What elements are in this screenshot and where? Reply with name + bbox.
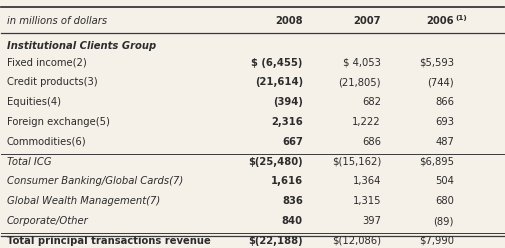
Text: 2,316: 2,316 (271, 117, 303, 127)
Text: 667: 667 (282, 137, 303, 147)
Text: $(22,188): $(22,188) (248, 236, 303, 246)
Text: (394): (394) (273, 97, 303, 107)
Text: $5,593: $5,593 (419, 58, 454, 67)
Text: $ 4,053: $ 4,053 (343, 58, 381, 67)
Text: 487: 487 (435, 137, 454, 147)
Text: Equities(4): Equities(4) (7, 97, 61, 107)
Text: Institutional Clients Group: Institutional Clients Group (7, 41, 156, 51)
Text: Fixed income(2): Fixed income(2) (7, 58, 86, 67)
Text: 836: 836 (282, 196, 303, 206)
Text: 840: 840 (282, 216, 303, 226)
Text: $(25,480): $(25,480) (248, 157, 303, 167)
Text: $(12,086): $(12,086) (332, 236, 381, 246)
Text: in millions of dollars: in millions of dollars (7, 16, 107, 26)
Text: $ (6,455): $ (6,455) (251, 58, 303, 67)
Text: 1,315: 1,315 (352, 196, 381, 206)
Text: $6,895: $6,895 (419, 157, 454, 167)
Text: Credit products(3): Credit products(3) (7, 77, 97, 87)
Text: (21,805): (21,805) (338, 77, 381, 87)
Text: 2008: 2008 (275, 16, 303, 26)
Text: 866: 866 (435, 97, 454, 107)
Text: (21,614): (21,614) (255, 77, 303, 87)
Text: 680: 680 (435, 196, 454, 206)
Text: 2007: 2007 (354, 16, 381, 26)
Text: 397: 397 (362, 216, 381, 226)
Text: Commodities(6): Commodities(6) (7, 137, 86, 147)
Text: 2006: 2006 (426, 16, 454, 26)
Text: 504: 504 (435, 177, 454, 186)
Text: Consumer Banking/Global Cards(7): Consumer Banking/Global Cards(7) (7, 177, 183, 186)
Text: 1,222: 1,222 (352, 117, 381, 127)
Text: (744): (744) (427, 77, 454, 87)
Text: Corporate/Other: Corporate/Other (7, 216, 88, 226)
Text: 693: 693 (435, 117, 454, 127)
Text: $(15,162): $(15,162) (332, 157, 381, 167)
Text: 1,364: 1,364 (352, 177, 381, 186)
Text: 686: 686 (362, 137, 381, 147)
Text: Total ICG: Total ICG (7, 157, 52, 167)
Text: 1,616: 1,616 (271, 177, 303, 186)
Text: Global Wealth Management(7): Global Wealth Management(7) (7, 196, 160, 206)
Text: Total principal transactions revenue: Total principal transactions revenue (7, 236, 211, 246)
Text: Foreign exchange(5): Foreign exchange(5) (7, 117, 110, 127)
Text: 682: 682 (362, 97, 381, 107)
Text: (1): (1) (455, 15, 467, 21)
Text: $7,990: $7,990 (419, 236, 454, 246)
Text: (89): (89) (434, 216, 454, 226)
